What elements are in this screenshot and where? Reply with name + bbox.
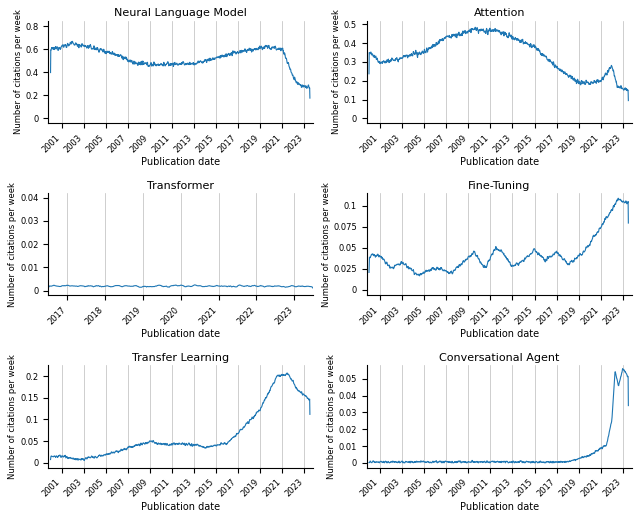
X-axis label: Publication date: Publication date — [141, 329, 220, 339]
Title: Transformer: Transformer — [147, 181, 214, 191]
Title: Fine-Tuning: Fine-Tuning — [468, 181, 531, 191]
X-axis label: Publication date: Publication date — [141, 157, 220, 167]
X-axis label: Publication date: Publication date — [460, 157, 539, 167]
X-axis label: Publication date: Publication date — [141, 502, 220, 512]
Y-axis label: Number of citations per week: Number of citations per week — [13, 9, 22, 134]
Y-axis label: Number of citations per week: Number of citations per week — [321, 182, 330, 307]
Title: Conversational Agent: Conversational Agent — [439, 353, 559, 363]
X-axis label: Publication date: Publication date — [460, 502, 539, 512]
Y-axis label: Number of citations per week: Number of citations per week — [8, 354, 17, 479]
Title: Transfer Learning: Transfer Learning — [132, 353, 229, 363]
Y-axis label: Number of citations per week: Number of citations per week — [327, 354, 336, 479]
Y-axis label: Number of citations per week: Number of citations per week — [8, 182, 17, 307]
Y-axis label: Number of citations per week: Number of citations per week — [332, 9, 341, 134]
Title: Attention: Attention — [474, 8, 525, 18]
X-axis label: Publication date: Publication date — [460, 329, 539, 339]
Title: Neural Language Model: Neural Language Model — [115, 8, 247, 18]
